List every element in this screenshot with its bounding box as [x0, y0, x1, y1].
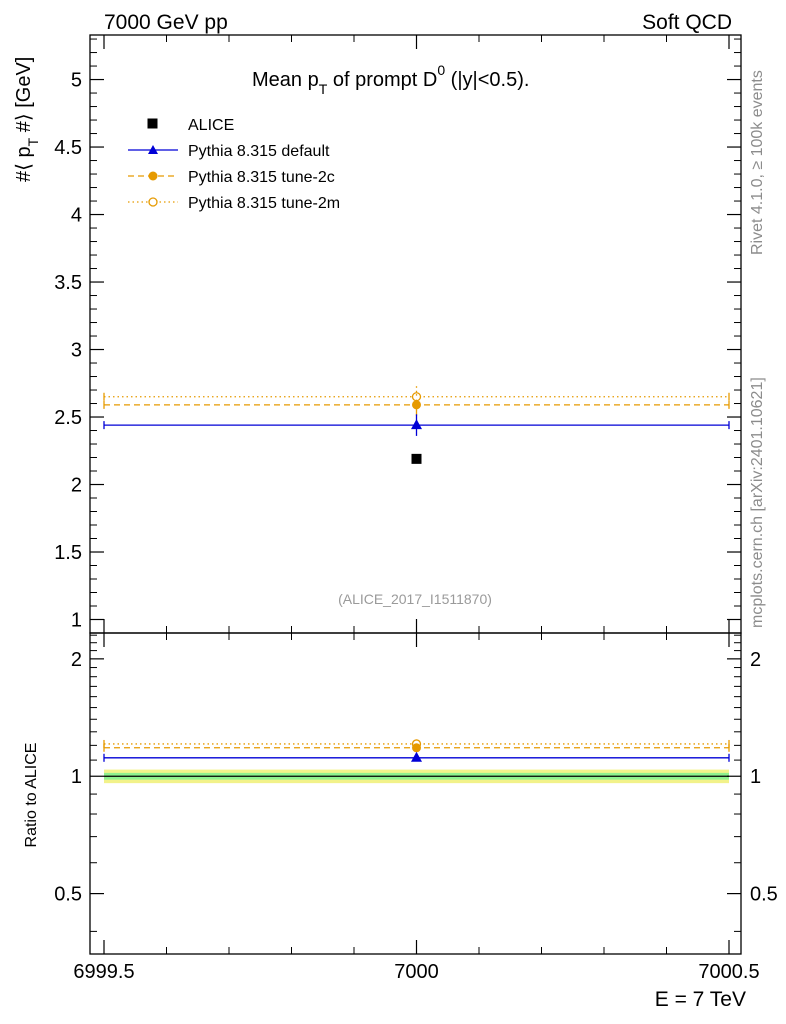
ratio-ytick-label: 0.5: [54, 884, 82, 906]
main-point-data: [411, 453, 422, 464]
ratio-xlabel: E = 7 TeV: [655, 988, 746, 1011]
ratio-xtick-label: 6999.5: [73, 961, 134, 983]
header-left: 7000 GeV pp: [104, 11, 228, 34]
ratio-axis-ticks: 0.5 0.5 1 1 2 2 6999.5 7000 7000.5: [54, 633, 778, 983]
main-point-default: [411, 419, 422, 430]
ratio-uncertainty-band: [104, 769, 729, 784]
ratio-ytick-label-right: 0.5: [750, 884, 778, 906]
main-ytick-label: 1.5: [54, 542, 82, 564]
main-point-tune2c: [412, 400, 421, 410]
legend-marker-tune2c: [148, 171, 158, 181]
rivet-label: Rivet 4.1.0, ≥ 100k events: [749, 70, 766, 255]
legend-entry-tune2m: Pythia 8.315 tune-2m: [128, 195, 340, 212]
mcplots-label: mcplots.cern.ch [arXiv:2401.10621]: [749, 377, 766, 628]
legend-marker-tune2m: [148, 197, 158, 207]
ratio-ytick-label: 1: [71, 766, 82, 788]
legend-entry-alice: ALICE: [147, 117, 234, 134]
legend: ALICE Pythia 8.315 default Pythia 8.315 …: [128, 117, 340, 212]
legend-label-default: Pythia 8.315 default: [188, 143, 330, 160]
ratio-ytick-label: 2: [71, 649, 82, 671]
ratio-frame: [89, 632, 742, 955]
main-ylabel: #⟨ pT #⟩ [GeV]: [13, 57, 41, 182]
main-ytick-label: 4.5: [54, 137, 82, 159]
main-ytick-label: 4: [71, 205, 82, 227]
ratio-panel: 0.5 0.5 1 1 2 2 6999.5 7000 7000.5 Ratio to ALIC…: [23, 632, 778, 1011]
legend-label-alice: ALICE: [188, 117, 234, 134]
legend-marker-default: [148, 145, 158, 154]
ratio-xtick-label: 7000.5: [698, 961, 759, 983]
main-ytick-label: 2.5: [54, 407, 82, 429]
legend-label-tune2c: Pythia 8.315 tune-2c: [188, 169, 335, 186]
ratio-series: [103, 739, 730, 762]
main-ytick-label: 3: [71, 340, 82, 362]
main-ytick-label: 2: [71, 475, 82, 497]
main-axis-ticks: 1 1.5 2 2.5 3 3.5 4 4.5 5: [54, 35, 741, 633]
analysis-watermark: (ALICE_2017_I1511870): [338, 591, 492, 607]
header-right: Soft QCD: [642, 11, 732, 34]
ratio-xtick-label: 7000: [394, 961, 439, 983]
main-ytick-label: 5: [71, 70, 82, 92]
main-ytick-label: 1: [71, 610, 82, 632]
ratio-ylabel: Ratio to ALICE: [23, 743, 40, 848]
ratio-point-tune2c: [412, 743, 421, 753]
main-panel: 1 1.5 2 2.5 3 3.5 4 4.5 5 Mean pT of prompt D0 (…: [13, 34, 742, 634]
ratio-ytick-label-right: 1: [750, 766, 761, 788]
main-series: [103, 383, 730, 464]
legend-label-tune2m: Pythia 8.315 tune-2m: [188, 195, 340, 212]
legend-entry-default: Pythia 8.315 default: [128, 143, 330, 160]
main-ytick-label: 3.5: [54, 272, 82, 294]
main-title: Mean pT of prompt D0 (|y|<0.5).: [252, 62, 529, 97]
legend-entry-tune2c: Pythia 8.315 tune-2c: [128, 169, 335, 186]
ratio-ytick-label-right: 2: [750, 649, 761, 671]
main-point-tune2m: [411, 392, 422, 402]
legend-marker-alice: [147, 118, 158, 129]
ratio-point-default: [411, 751, 422, 762]
